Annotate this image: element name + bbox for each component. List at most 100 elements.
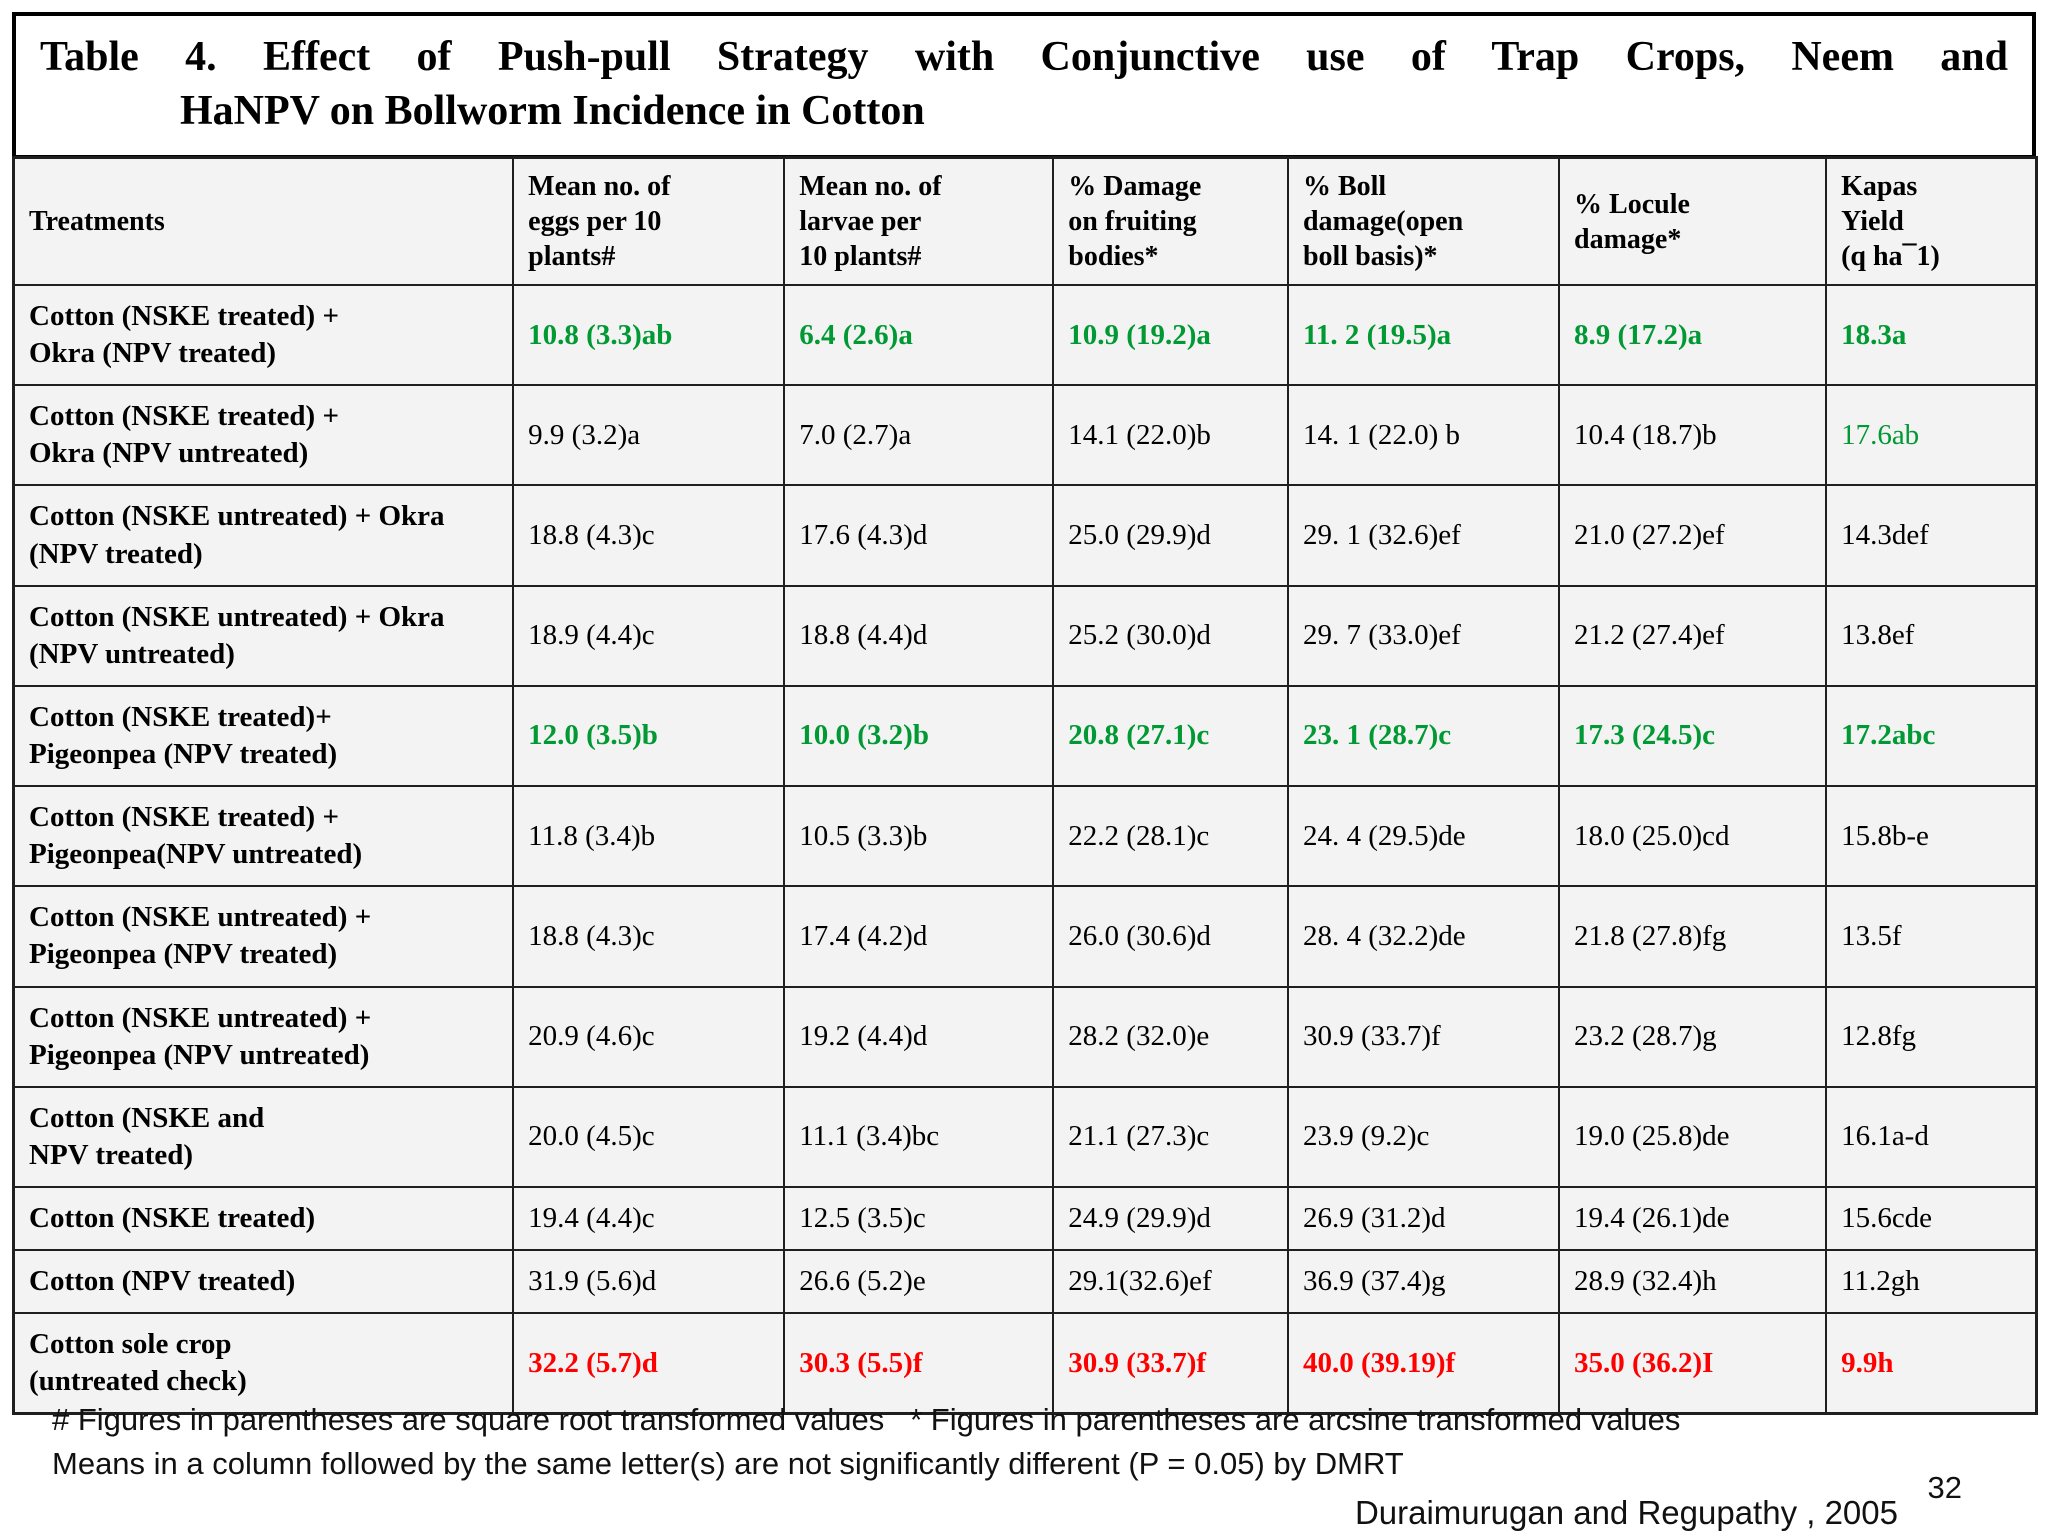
treatment-cell: Cotton (NSKE untreated) + Pigeonpea (NPV… bbox=[12, 885, 515, 988]
value-cell: 20.0 (4.5)c bbox=[512, 1085, 786, 1188]
value-cell: 6.4 (2.6)a bbox=[783, 283, 1055, 387]
value-cell: 26.0 (30.6)d bbox=[1052, 885, 1289, 988]
value-cell: 17.3 (24.5)c bbox=[1558, 684, 1828, 788]
value-cell: 14.1 (22.0)b bbox=[1052, 384, 1289, 487]
treatment-cell: Cotton (NSKE untreated) + Pigeonpea (NPV… bbox=[12, 985, 515, 1088]
table-row: Cotton (NSKE untreated) + Pigeonpea (NPV… bbox=[12, 885, 2038, 988]
value-cell: 21.1 (27.3)c bbox=[1052, 1085, 1289, 1188]
value-cell: 29. 1 (32.6)ef bbox=[1286, 484, 1561, 587]
table-row: Cotton (NSKE treated)+ Pigeonpea (NPV tr… bbox=[12, 684, 2038, 788]
treatment-cell: Cotton (NPV treated) bbox=[12, 1249, 515, 1315]
value-cell: 22.2 (28.1)c bbox=[1052, 785, 1289, 888]
value-cell: 13.8ef bbox=[1825, 584, 2038, 687]
value-cell: 17.4 (4.2)d bbox=[783, 885, 1055, 988]
title-box: Table 4. Effect of Push-pull Strategy wi… bbox=[12, 12, 2036, 159]
treatment-cell: Cotton (NSKE treated)+ Pigeonpea (NPV tr… bbox=[12, 684, 515, 788]
slide-title-line1: Table 4. Effect of Push-pull Strategy wi… bbox=[40, 34, 2008, 80]
header-boll-damage: % Boll damage(open boll basis)* bbox=[1286, 156, 1561, 286]
value-cell: 18.8 (4.4)d bbox=[783, 584, 1055, 687]
value-cell: 11.1 (3.4)bc bbox=[783, 1085, 1055, 1188]
value-cell: 18.3a bbox=[1825, 283, 2038, 387]
treatment-cell: Cotton (NSKE treated) + Pigeonpea(NPV un… bbox=[12, 785, 515, 888]
value-cell: 23.9 (9.2)c bbox=[1286, 1085, 1561, 1188]
results-table-wrapper: Treatments Mean no. of eggs per 10 plant… bbox=[12, 156, 2038, 1416]
value-cell: 13.5f bbox=[1825, 885, 2038, 988]
table-row: Cotton (NSKE untreated) + Pigeonpea (NPV… bbox=[12, 985, 2038, 1088]
value-cell: 11.8 (3.4)b bbox=[512, 785, 786, 888]
table-row: Cotton (NSKE treated) 19.4 (4.4)c 12.5 (3.… bbox=[12, 1185, 2038, 1252]
value-cell: 20.9 (4.6)c bbox=[512, 985, 786, 1088]
value-cell: 14.3def bbox=[1825, 484, 2038, 587]
value-cell: 8.9 (17.2)a bbox=[1558, 283, 1828, 387]
page-number: 32 bbox=[1927, 1470, 1962, 1505]
value-cell: 29. 7 (33.0)ef bbox=[1286, 584, 1561, 687]
header-mean-eggs: Mean no. of eggs per 10 plants# bbox=[512, 156, 786, 286]
table-body: Cotton (NSKE treated) + Okra (NPV treate… bbox=[12, 283, 2038, 1415]
value-cell: 21.2 (27.4)ef bbox=[1558, 584, 1828, 687]
value-cell: 25.2 (30.0)d bbox=[1052, 584, 1289, 687]
header-mean-larvae: Mean no. of larvae per 10 plants# bbox=[783, 156, 1055, 286]
value-cell: 30.9 (33.7)f bbox=[1286, 985, 1561, 1088]
value-cell: 19.2 (4.4)d bbox=[783, 985, 1055, 1088]
value-cell: 14. 1 (22.0) b bbox=[1286, 384, 1561, 487]
footnote-transformed-values: # Figures in parentheses are square root… bbox=[52, 1402, 1681, 1437]
value-cell: 7.0 (2.7)a bbox=[783, 384, 1055, 487]
table-row: Cotton sole crop (untreated check) 32.2 (… bbox=[12, 1312, 2038, 1415]
slide-title-line2: HaNPV on Bollworm Incidence in Cotton bbox=[180, 88, 925, 135]
value-cell: 24.9 (29.9)d bbox=[1052, 1185, 1289, 1252]
header-treatments: Treatments bbox=[12, 156, 515, 286]
value-cell: 30.9 (33.7)f bbox=[1052, 1312, 1289, 1415]
value-cell: 10.8 (3.3)ab bbox=[512, 283, 786, 387]
value-cell: 19.4 (4.4)c bbox=[512, 1185, 786, 1252]
value-cell: 10.4 (18.7)b bbox=[1558, 384, 1828, 487]
value-cell: 9.9 (3.2)a bbox=[512, 384, 786, 487]
treatment-cell: Cotton (NSKE and NPV treated) bbox=[12, 1085, 515, 1188]
value-cell: 15.8b-e bbox=[1825, 785, 2038, 888]
value-cell: 16.1a-d bbox=[1825, 1085, 2038, 1188]
table-row: Cotton (NSKE treated) + Okra (NPV untrea… bbox=[12, 384, 2038, 487]
value-cell: 25.0 (29.9)d bbox=[1052, 484, 1289, 587]
value-cell: 18.8 (4.3)c bbox=[512, 885, 786, 988]
header-row: Treatments Mean no. of eggs per 10 plant… bbox=[12, 156, 2038, 286]
footnotes: # Figures in parentheses are square root… bbox=[52, 1402, 1996, 1482]
table-row: Cotton (NSKE and NPV treated) 20.0 (4.5)c… bbox=[12, 1085, 2038, 1188]
value-cell: 19.4 (26.1)de bbox=[1558, 1185, 1828, 1252]
value-cell: 24. 4 (29.5)de bbox=[1286, 785, 1561, 888]
value-cell: 15.6cde bbox=[1825, 1185, 2038, 1252]
value-cell: 18.0 (25.0)cd bbox=[1558, 785, 1828, 888]
table-row: Cotton (NSKE treated) + Okra (NPV treate… bbox=[12, 283, 2038, 387]
treatment-cell: Cotton (NSKE treated) bbox=[12, 1185, 515, 1252]
value-cell: 21.8 (27.8)fg bbox=[1558, 885, 1828, 988]
value-cell: 12.5 (3.5)c bbox=[783, 1185, 1055, 1252]
value-cell: 31.9 (5.6)d bbox=[512, 1249, 786, 1315]
treatment-cell: Cotton (NSKE untreated) + Okra (NPV trea… bbox=[12, 484, 515, 587]
value-cell: 17.6 (4.3)d bbox=[783, 484, 1055, 587]
value-cell: 12.8fg bbox=[1825, 985, 2038, 1088]
table-row: Cotton (NSKE untreated) + Okra (NPV trea… bbox=[12, 484, 2038, 587]
value-cell: 20.8 (27.1)c bbox=[1052, 684, 1289, 788]
citation: Duraimurugan and Regupathy , 2005 bbox=[1354, 1494, 1898, 1531]
value-cell: 18.9 (4.4)c bbox=[512, 584, 786, 687]
value-cell: 11.2gh bbox=[1825, 1249, 2038, 1315]
table-row: Cotton (NSKE treated) + Pigeonpea(NPV un… bbox=[12, 785, 2038, 888]
value-cell: 10.5 (3.3)b bbox=[783, 785, 1055, 888]
value-cell: 18.8 (4.3)c bbox=[512, 484, 786, 587]
table-row: Cotton (NPV treated) 31.9 (5.6)d 26.6 (5.2… bbox=[12, 1249, 2038, 1315]
value-cell: 35.0 (36.2)I bbox=[1558, 1312, 1828, 1415]
table-header: Treatments Mean no. of eggs per 10 plant… bbox=[12, 156, 2038, 286]
value-cell: 40.0 (39.19)f bbox=[1286, 1312, 1561, 1415]
value-cell: 10.0 (3.2)b bbox=[783, 684, 1055, 788]
value-cell: 26.9 (31.2)d bbox=[1286, 1185, 1561, 1252]
value-cell: 17.6ab bbox=[1825, 384, 2038, 487]
value-cell: 29.1(32.6)ef bbox=[1052, 1249, 1289, 1315]
value-cell: 21.0 (27.2)ef bbox=[1558, 484, 1828, 587]
value-cell: 17.2abc bbox=[1825, 684, 2038, 788]
value-cell: 19.0 (25.8)de bbox=[1558, 1085, 1828, 1188]
header-kapas-yield: Kapas Yield (q ha¯1) bbox=[1825, 156, 2038, 286]
value-cell: 30.3 (5.5)f bbox=[783, 1312, 1055, 1415]
value-cell: 32.2 (5.7)d bbox=[512, 1312, 786, 1415]
value-cell: 9.9h bbox=[1825, 1312, 2038, 1415]
footnote-dmrt: Means in a column followed by the same l… bbox=[52, 1446, 1404, 1481]
treatment-cell: Cotton sole crop (untreated check) bbox=[12, 1312, 515, 1415]
value-cell: 26.6 (5.2)e bbox=[783, 1249, 1055, 1315]
